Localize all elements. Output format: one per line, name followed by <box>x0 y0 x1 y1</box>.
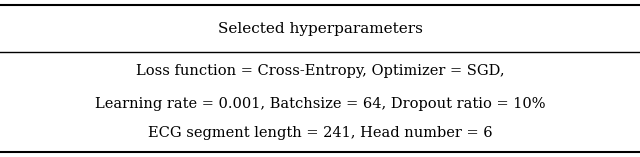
Text: Selected hyperparameters: Selected hyperparameters <box>218 22 422 36</box>
Text: Learning rate = 0.001, Batchsize = 64, Dropout ratio = 10%: Learning rate = 0.001, Batchsize = 64, D… <box>95 97 545 111</box>
Text: Loss function = Cross-Entropy, Optimizer = SGD,: Loss function = Cross-Entropy, Optimizer… <box>136 64 504 78</box>
Text: ECG segment length = 241, Head number = 6: ECG segment length = 241, Head number = … <box>148 126 492 141</box>
